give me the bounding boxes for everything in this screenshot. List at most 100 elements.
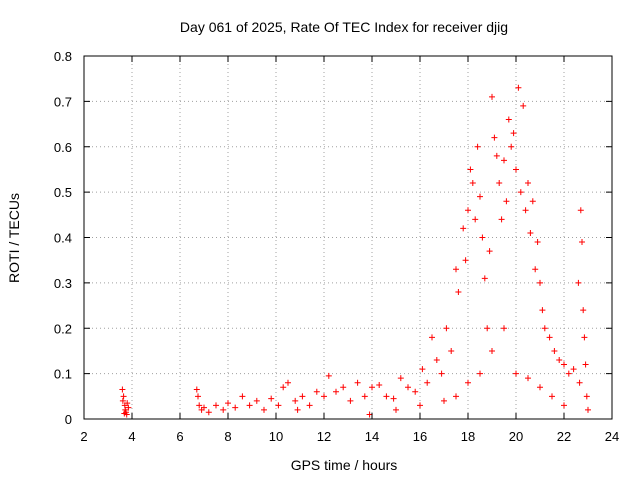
data-point bbox=[462, 257, 469, 264]
data-point bbox=[537, 384, 543, 391]
data-point bbox=[541, 325, 548, 332]
x-tick-label: 14 bbox=[365, 429, 379, 444]
data-point bbox=[280, 384, 287, 391]
data-point bbox=[119, 397, 126, 404]
data-point bbox=[354, 379, 361, 386]
grid bbox=[84, 56, 612, 419]
data-point bbox=[498, 216, 505, 223]
data-point bbox=[481, 275, 488, 282]
data-point bbox=[477, 193, 483, 200]
data-point bbox=[556, 357, 563, 364]
data-point bbox=[275, 402, 282, 409]
data-point bbox=[390, 395, 397, 402]
data-point bbox=[225, 400, 231, 407]
data-point bbox=[424, 379, 431, 386]
data-point bbox=[477, 370, 483, 377]
data-point bbox=[448, 347, 455, 354]
data-point bbox=[479, 234, 486, 241]
data-point bbox=[196, 402, 203, 409]
data-point bbox=[581, 334, 588, 341]
y-tick-labels: 0 0.1 0.2 0.3 0.4 0.5 0.6 0.7 0.8 bbox=[54, 49, 72, 427]
data-point bbox=[325, 372, 332, 379]
data-point bbox=[201, 404, 207, 411]
data-point bbox=[405, 384, 411, 391]
data-point bbox=[582, 361, 589, 368]
data-point bbox=[306, 402, 313, 409]
data-point bbox=[575, 279, 582, 286]
x-tick-label: 12 bbox=[317, 429, 331, 444]
data-point bbox=[527, 229, 534, 236]
data-point bbox=[125, 404, 132, 411]
data-point bbox=[469, 180, 476, 187]
data-point bbox=[489, 93, 495, 100]
x-tick-labels: 2 4 6 8 10 12 14 16 18 20 22 24 bbox=[80, 429, 619, 444]
data-point bbox=[121, 410, 128, 417]
data-point bbox=[532, 266, 539, 273]
data-point bbox=[294, 406, 301, 413]
data-point bbox=[465, 207, 471, 214]
y-tick-label: 0.6 bbox=[54, 140, 72, 155]
data-point bbox=[438, 370, 445, 377]
y-tick-label: 0.4 bbox=[54, 231, 72, 246]
data-point bbox=[501, 157, 507, 164]
data-point bbox=[412, 388, 419, 395]
data-point bbox=[443, 325, 450, 332]
data-point bbox=[501, 325, 507, 332]
data-point bbox=[561, 402, 567, 409]
y-tick-label: 0 bbox=[65, 412, 72, 427]
data-point bbox=[465, 379, 471, 386]
data-point bbox=[213, 402, 219, 409]
data-point bbox=[455, 288, 462, 295]
y-tick-label: 0.3 bbox=[54, 276, 72, 291]
data-point bbox=[120, 393, 127, 400]
data-points bbox=[119, 84, 591, 418]
data-point bbox=[321, 393, 327, 400]
data-point bbox=[195, 393, 201, 400]
y-tick-label: 0.2 bbox=[54, 321, 72, 336]
data-point bbox=[472, 216, 479, 223]
x-tick-label: 24 bbox=[605, 429, 619, 444]
data-point bbox=[539, 307, 546, 314]
data-point bbox=[333, 388, 339, 395]
x-tick-label: 6 bbox=[176, 429, 183, 444]
data-point bbox=[376, 381, 383, 388]
data-point bbox=[525, 180, 531, 187]
data-point bbox=[515, 84, 522, 91]
data-point bbox=[489, 347, 495, 354]
data-point bbox=[124, 400, 131, 407]
data-point bbox=[397, 375, 404, 382]
data-point bbox=[261, 406, 267, 413]
data-point bbox=[513, 166, 519, 173]
data-point bbox=[361, 393, 368, 400]
data-point bbox=[561, 361, 567, 368]
data-point bbox=[383, 393, 390, 400]
data-point bbox=[232, 404, 239, 411]
data-point bbox=[513, 370, 519, 377]
x-tick-label: 8 bbox=[224, 429, 231, 444]
x-tick-label: 20 bbox=[509, 429, 523, 444]
data-point bbox=[496, 180, 503, 187]
data-point bbox=[577, 207, 584, 214]
data-point bbox=[534, 239, 541, 246]
data-point bbox=[253, 397, 260, 404]
data-point bbox=[565, 370, 572, 377]
data-point bbox=[474, 143, 481, 150]
data-point bbox=[529, 198, 536, 205]
y-tick-label: 0.1 bbox=[54, 367, 72, 382]
data-point bbox=[340, 384, 347, 391]
y-tick-label: 0.7 bbox=[54, 94, 72, 109]
data-point bbox=[503, 198, 510, 205]
y-tick-label: 0.5 bbox=[54, 185, 72, 200]
data-point bbox=[520, 102, 527, 109]
data-point bbox=[484, 325, 491, 332]
data-point bbox=[433, 357, 440, 364]
data-point bbox=[239, 393, 246, 400]
data-point bbox=[576, 379, 583, 386]
x-axis-label: GPS time / hours bbox=[291, 457, 398, 473]
data-point bbox=[570, 366, 577, 373]
data-point bbox=[537, 279, 543, 286]
chart-title: Day 061 of 2025, Rate Of TEC Index for r… bbox=[180, 19, 508, 35]
data-point bbox=[508, 143, 515, 150]
data-point bbox=[299, 393, 306, 400]
